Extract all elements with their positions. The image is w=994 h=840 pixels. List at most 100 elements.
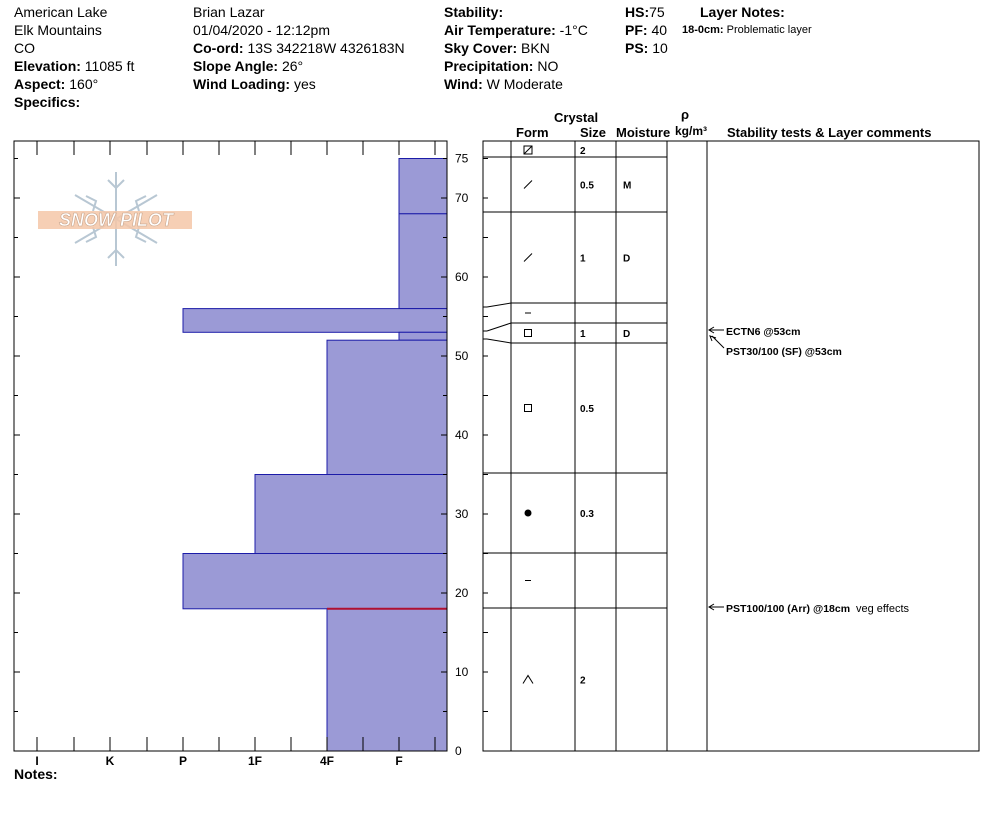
ps-row: PS: 10 (625, 39, 668, 57)
layer-note-text: Problematic layer (726, 24, 812, 36)
location-name: American Lake (14, 4, 108, 20)
slope-label: Slope Angle: (193, 58, 279, 74)
crystal-header: Crystal (554, 110, 599, 125)
hardness-tick-label: 1F (248, 754, 262, 768)
height-tick-label: 50 (455, 349, 469, 363)
crystal-size: 2 (580, 676, 586, 687)
wind-loading-value: yes (293, 76, 316, 92)
hardness-bar (182, 553, 448, 610)
depth-hoar-icon (522, 674, 534, 684)
hs-value: 75 (649, 4, 665, 20)
hs-row: HS:75 (625, 3, 665, 21)
ps-label: PS: (625, 40, 649, 56)
precip-label: Precipitation: (444, 58, 534, 74)
sky-label: Sky Cover: (444, 40, 518, 56)
size-header: Size (580, 125, 607, 140)
hardness-tick-label: F (395, 754, 402, 768)
arrow-icon (708, 603, 715, 611)
stability-test-label: ECTN6 @53cm (726, 326, 800, 338)
height-tick-label: 70 (455, 191, 469, 205)
height-tick-label: 20 (455, 586, 469, 600)
precip-row: Precipitation: NO (444, 57, 558, 75)
profile-frame (13, 140, 448, 752)
layer-connector (486, 338, 512, 344)
height-tick-label: 30 (455, 507, 469, 521)
hardness-bar (254, 474, 448, 554)
layer-connector (486, 322, 512, 332)
coord-row: Co-ord: 13S 342218W 4326183N (193, 39, 405, 57)
layer-notes-label: Layer Notes: (700, 4, 785, 20)
air-temp-value: -1°C (559, 22, 588, 38)
coord-label: Co-ord: (193, 40, 244, 56)
square-icon (524, 329, 532, 337)
form-header: Form (516, 125, 549, 140)
wind-loading-row: Wind Loading: yes (193, 75, 316, 93)
height-tick-label: 75 (455, 152, 469, 166)
hardness-tick-label: I (35, 754, 38, 768)
observer-name: Brian Lazar (193, 4, 265, 20)
snowpilot-logo: SNOW PILOT (38, 172, 192, 266)
density-unit-header: kg/m³ (675, 124, 708, 138)
hardness-bar (326, 608, 448, 752)
stability-test: PST100/100 (Arr) @18cm veg effects (708, 603, 909, 615)
logo-banner (38, 211, 192, 229)
air-temp-row: Air Temperature: -1°C (444, 21, 588, 39)
wind-value: W Moderate (486, 76, 563, 92)
moisture-header: Moisture (616, 125, 671, 140)
notes-label: Notes: (14, 766, 58, 782)
sky-row: Sky Cover: BKN (444, 39, 550, 57)
wind-row: Wind: W Moderate (444, 75, 563, 93)
melt-freeze-icon (524, 509, 532, 517)
stability-test-label: PST100/100 (Arr) @18cm (726, 603, 850, 615)
stability-test-label: PST30/100 (SF) @53cm (726, 346, 842, 358)
observation-datetime: 01/04/2020 - 12:12pm (193, 22, 330, 38)
ps-value: 10 (652, 40, 668, 56)
arrow-icon (709, 335, 717, 342)
crystal-size: 1 (580, 254, 586, 265)
elevation-label: Elevation: (14, 58, 81, 74)
stability-label: Stability: (444, 4, 504, 20)
hardness-bar (398, 158, 448, 215)
layer-note-range: 18-0cm: (682, 24, 724, 36)
aspect-row: Aspect: 160° (14, 75, 98, 93)
pf-value: 40 (651, 22, 668, 38)
hardness-tick-label: K (106, 754, 115, 768)
height-tick-label: 0 (455, 744, 462, 758)
mountain-range: Elk Mountains (14, 22, 102, 38)
diagonal-icon (523, 145, 533, 155)
caret-icon (522, 674, 534, 684)
faceted-icon (524, 329, 532, 337)
layer-table-frame (482, 140, 980, 752)
crystal-size: 0.5 (580, 181, 594, 192)
stability-test: ECTN6 @53cm (708, 326, 800, 338)
slash-icon (523, 180, 533, 189)
moisture-value: D (623, 254, 630, 265)
box-icon (523, 145, 533, 155)
hardness-tick-label: P (179, 754, 187, 768)
layer-connector (486, 302, 512, 308)
pf-label: PF: (625, 22, 648, 38)
crystal-size: 2 (580, 146, 586, 157)
arrow-icon (708, 326, 715, 334)
stability-tests-header: Stability tests & Layer comments (727, 125, 932, 140)
specifics-label: Specifics: (14, 94, 81, 110)
test-arrow-line (711, 335, 725, 349)
height-tick-label: 10 (455, 665, 469, 679)
moisture-value: D (623, 329, 630, 340)
height-tick-label: 40 (455, 428, 469, 442)
square-icon (524, 404, 532, 412)
hs-label: HS: (625, 4, 650, 20)
crystal-size: 1 (580, 329, 586, 340)
stability-test: PST30/100 (SF) @53cm (709, 335, 842, 358)
logo-text: SNOW PILOT (59, 210, 175, 230)
elevation-row: Elevation: 11085 ft (14, 57, 134, 75)
stability-test-comment: veg effects (856, 603, 909, 615)
crystal-size: 0.3 (580, 509, 594, 520)
hardness-bar (182, 308, 448, 333)
aspect-value: 160° (69, 76, 99, 92)
dot-icon (524, 509, 532, 517)
state: CO (14, 40, 35, 56)
hardness-bar (326, 339, 448, 476)
slash-icon (523, 253, 533, 262)
